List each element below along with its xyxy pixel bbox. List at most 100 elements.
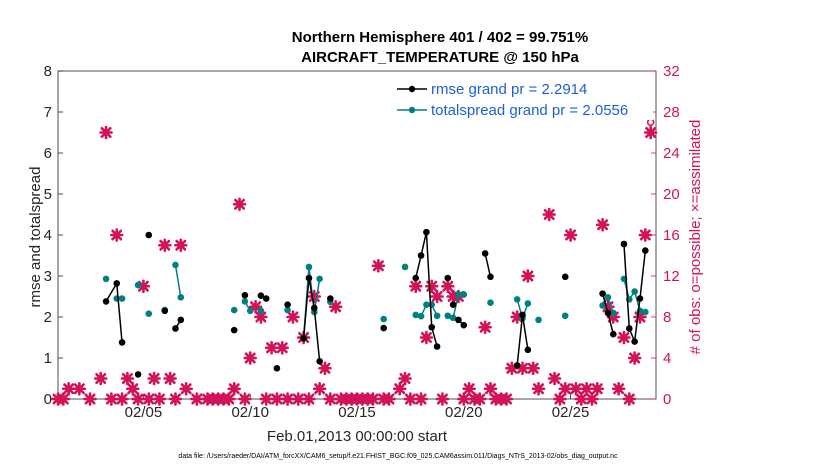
rmse-point (310, 304, 318, 312)
spread-point (604, 294, 612, 301)
obs-assimilated-point (179, 381, 193, 396)
spread-point (609, 309, 617, 317)
obs-assimilated-point (531, 381, 546, 396)
obs-assimilated-point (622, 392, 637, 406)
rmse-point (626, 325, 633, 332)
rmse-line (302, 277, 321, 362)
obs-assimilated-point (222, 392, 236, 406)
rmse-point (444, 274, 452, 282)
rmse-point (145, 231, 153, 239)
obs-assimilated-point (142, 392, 156, 406)
chart-subtitle: AIRCRAFT_TEMPERATURE @ 150 hPa (301, 49, 579, 66)
obs-assimilated-point (579, 381, 594, 396)
obs-assimilated-point (371, 258, 386, 273)
rmse-point (433, 343, 441, 350)
obs-assimilated-point (109, 228, 124, 242)
x-tick-label: 02/15 (338, 404, 376, 421)
rmse-point (177, 316, 185, 324)
spread-point (449, 314, 457, 322)
spread-point (401, 263, 409, 271)
obs-assimilated-point (270, 392, 284, 406)
rmse-point (487, 273, 494, 281)
obs-assimilated-point (120, 371, 135, 386)
obs-assimilated-point (286, 310, 300, 324)
rmse-point (412, 274, 420, 282)
obs-assimilated-point (152, 392, 167, 406)
obs-assimilated-point (72, 381, 87, 396)
spread-point (257, 307, 265, 315)
rmse-point (380, 324, 387, 332)
obs-assimilated-point (424, 279, 439, 294)
obs-assimilated-point (93, 371, 108, 386)
y-tick-label: 8 (44, 63, 52, 80)
y-tick-label: 3 (44, 268, 52, 285)
obs-assimilated-point (627, 351, 642, 365)
y-right-tick-label: 32 (663, 63, 680, 80)
spread-point (284, 306, 291, 314)
rmse-point (305, 274, 313, 282)
obs-assimilated-point (462, 381, 476, 396)
y-right-tick-label: 0 (663, 391, 671, 408)
obs-assimilated-point (227, 381, 241, 396)
obs-assimilated-point (441, 279, 455, 294)
obs-assimilated-point (56, 392, 71, 406)
spread-point (305, 263, 313, 271)
rmse-point (449, 301, 457, 309)
rmse-point (113, 280, 121, 287)
obs-assimilated-point (382, 392, 396, 406)
y-tick-label: 6 (44, 145, 52, 162)
rmse-point (455, 316, 462, 324)
obs-assimilated-point (633, 310, 647, 324)
spread-point (380, 315, 387, 323)
spread-point (134, 281, 142, 289)
spread-point (460, 291, 468, 298)
spread-point (599, 302, 606, 309)
obs-assimilated-point (414, 392, 428, 406)
obs-assimilated-point (248, 299, 263, 314)
obs-assimilated-point (158, 238, 172, 253)
rmse-point (609, 330, 617, 338)
obs-assimilated-point (392, 381, 407, 396)
spread-point (246, 307, 254, 315)
obs-assimilated-point (611, 381, 626, 396)
spread-point (433, 312, 441, 320)
obs-assimilated-point (563, 228, 578, 242)
x-axis-label: Feb.01,2013 00:00:00 start (267, 428, 448, 445)
obs-count-series (51, 118, 658, 406)
rmse-point (631, 338, 638, 345)
y-right-tick-label: 24 (663, 145, 680, 162)
rmse-point (230, 326, 238, 334)
y-right-tick-label: 4 (663, 350, 671, 367)
obs-assimilated-point (585, 392, 599, 406)
x-tick-label: 02/10 (231, 404, 269, 421)
rmse-point (604, 309, 612, 317)
y-right-tick-label: 12 (663, 268, 680, 285)
obs-assimilated-point (574, 392, 589, 406)
spread-point (535, 316, 542, 324)
rmse-point (102, 298, 110, 305)
spread-point (428, 301, 436, 309)
obs-assimilated-point (457, 392, 471, 406)
spread-point (230, 306, 238, 314)
obs-assimilated-point (526, 361, 540, 376)
legend-box (395, 78, 653, 120)
spread-line (174, 264, 182, 298)
x-tick-label: 02/05 (125, 404, 163, 421)
chart-title: Northern Hemisphere 401 / 402 = 99.751% (292, 29, 588, 46)
rmse-point (428, 323, 436, 331)
legend-rmse-marker (408, 85, 416, 93)
legend: rmse grand pr = 2.2914 totalspread grand… (395, 78, 653, 120)
obs-assimilated-point (590, 381, 605, 396)
spread-point (423, 301, 430, 309)
y-right-tick-label: 8 (663, 309, 671, 326)
rmse-point (161, 307, 169, 315)
y-axis-label: rmse and totalspread (27, 167, 44, 308)
rmse-point (327, 295, 334, 302)
obs-assimilated-point (430, 289, 444, 304)
obs-assimilated-point (403, 392, 418, 406)
obs-assimilated-point (328, 299, 343, 314)
obs-assimilated-point (521, 269, 535, 283)
y-tick-label: 0 (44, 391, 52, 408)
x-tick-label: 02/25 (552, 404, 590, 421)
obs-assimilated-point (83, 392, 97, 406)
